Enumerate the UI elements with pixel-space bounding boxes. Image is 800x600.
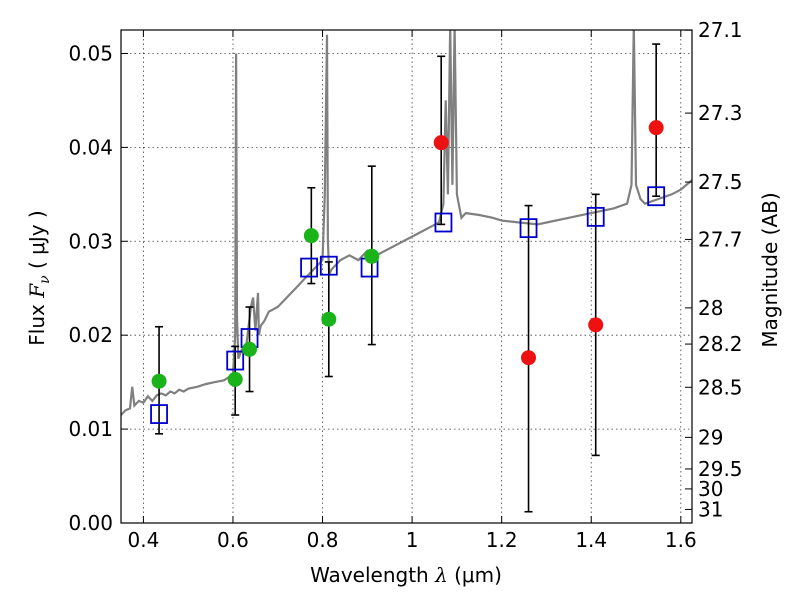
ticks: 0.4 0.6 0.8 1 1.2 1.4 1.6 0.00 0.01 0.02 0.03 0.04 0… bbox=[68, 18, 742, 552]
x-tick-label: 1.6 bbox=[665, 528, 697, 552]
nondetection-point bbox=[648, 120, 664, 136]
x-tick-label: 1 bbox=[406, 528, 419, 552]
grid bbox=[121, 30, 692, 524]
y2-tick-label: 29.5 bbox=[698, 457, 743, 481]
detection-point bbox=[227, 371, 243, 387]
detection-markers bbox=[151, 228, 380, 389]
model-point bbox=[226, 350, 245, 371]
spectrum-line bbox=[121, 30, 692, 416]
x-tick-label: 0.4 bbox=[127, 528, 159, 552]
y2-tick-label: 27.3 bbox=[698, 101, 743, 125]
x-axis-label: Wavelength λ (μm) bbox=[310, 563, 502, 587]
y2-tick-label: 30 bbox=[698, 477, 723, 501]
model-point bbox=[586, 206, 605, 227]
y-tick-label: 0.04 bbox=[68, 135, 113, 159]
detection-point bbox=[242, 341, 258, 357]
y-axis-label: Flux Fν ( μJy ) bbox=[25, 210, 53, 345]
y2-tick-label: 28.2 bbox=[698, 332, 743, 356]
right-axis-label: Magnitude (AB) bbox=[758, 192, 782, 347]
y2-tick-label: 31 bbox=[698, 497, 723, 521]
y2-tick-label: 28.5 bbox=[698, 375, 743, 399]
detection-point bbox=[303, 228, 319, 244]
y2-tick-label: 27.7 bbox=[698, 227, 743, 251]
y-tick-label: 0.03 bbox=[68, 229, 113, 253]
y2-tick-label: 27.5 bbox=[698, 170, 743, 194]
model-point bbox=[519, 218, 538, 239]
y-tick-label: 0.05 bbox=[68, 41, 113, 65]
spectrum-path bbox=[121, 30, 692, 416]
detection-point bbox=[364, 248, 380, 264]
y-tick-label: 0.00 bbox=[68, 511, 113, 535]
y-tick-label: 0.02 bbox=[68, 323, 113, 347]
x-tick-label: 1.4 bbox=[575, 528, 607, 552]
error-bars bbox=[155, 43, 661, 513]
model-point bbox=[647, 186, 666, 207]
nondetection-point bbox=[588, 317, 604, 333]
detection-point bbox=[321, 311, 337, 327]
model-point bbox=[150, 404, 168, 424]
detection-point bbox=[151, 373, 167, 389]
model-point bbox=[434, 212, 453, 233]
x-tick-label: 1.2 bbox=[486, 528, 518, 552]
model-point bbox=[319, 255, 338, 276]
y2-tick-label: 28 bbox=[698, 296, 723, 320]
nondetection-markers bbox=[433, 120, 664, 366]
x-tick-label: 0.6 bbox=[217, 528, 249, 552]
y2-tick-label: 27.1 bbox=[698, 18, 743, 42]
plot-frame bbox=[120, 29, 693, 524]
model-point bbox=[300, 257, 318, 278]
x-tick-label: 0.8 bbox=[307, 528, 339, 552]
y2-tick-label: 29 bbox=[698, 425, 723, 449]
y-tick-label: 0.01 bbox=[68, 417, 113, 441]
nondetection-point bbox=[433, 135, 449, 151]
nondetection-point bbox=[521, 350, 537, 366]
model-photometry-markers bbox=[150, 186, 666, 424]
